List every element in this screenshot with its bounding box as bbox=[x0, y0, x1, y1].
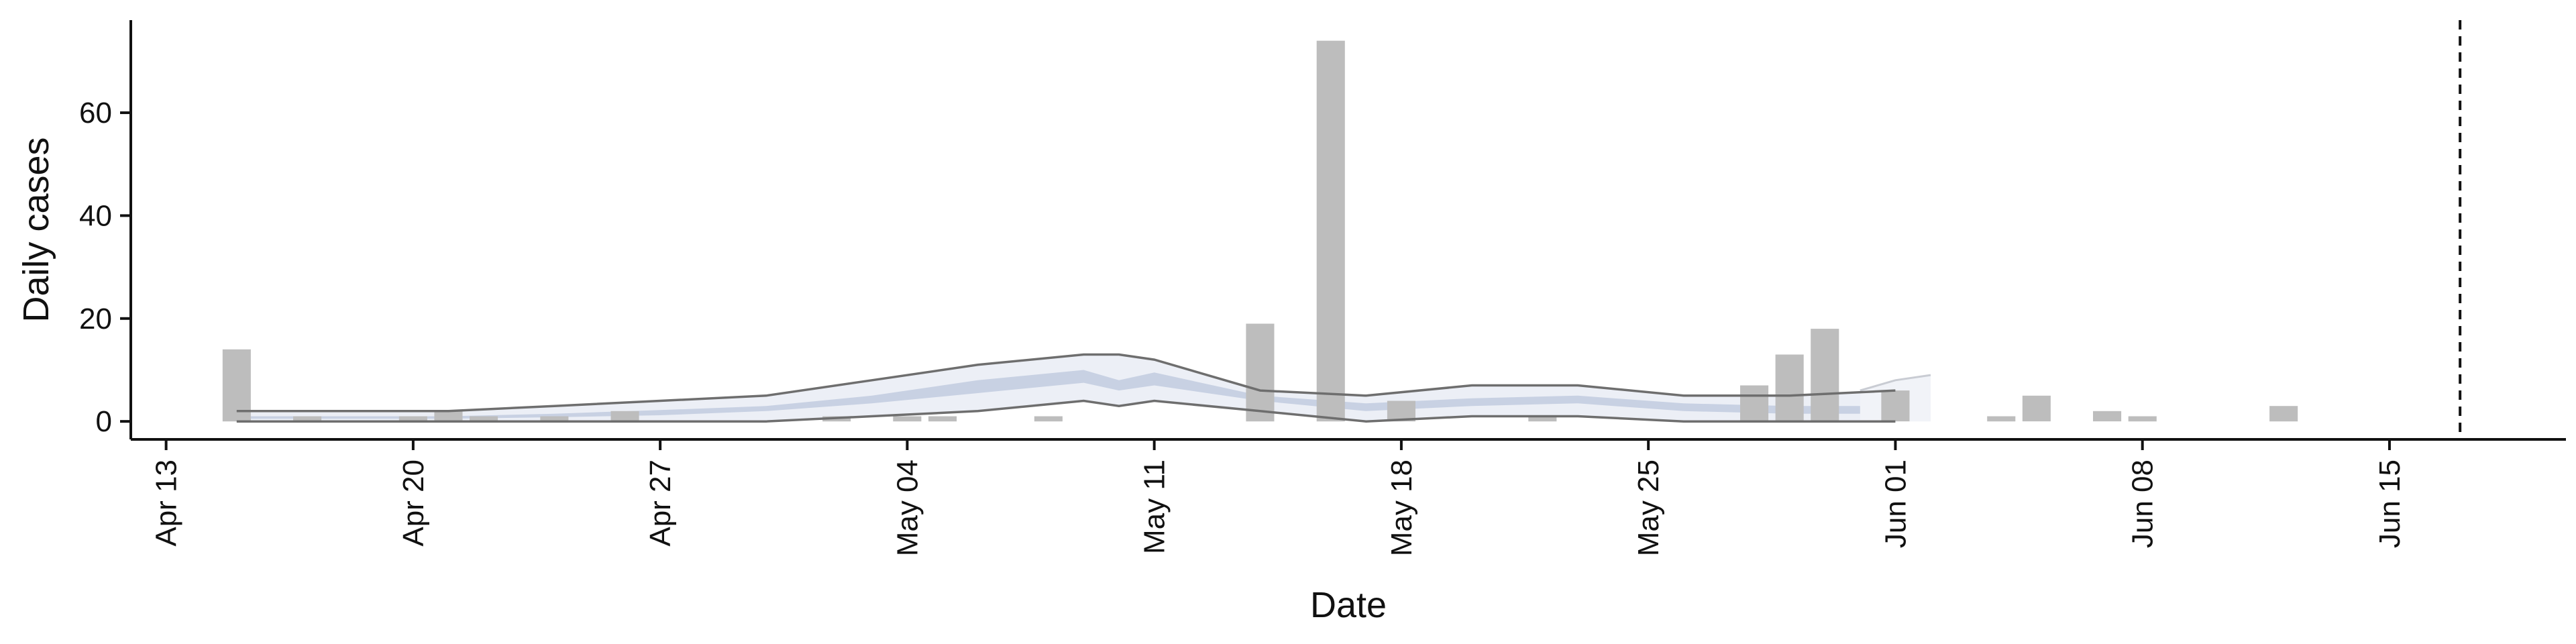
case-bar bbox=[1034, 416, 1063, 422]
x-tick-label: Jun 01 bbox=[1879, 460, 1912, 548]
y-axis-ticks: 0 20 40 60 bbox=[79, 97, 131, 438]
y-axis-title: Daily cases bbox=[16, 137, 56, 322]
case-bar bbox=[2128, 416, 2157, 422]
case-bar bbox=[1740, 385, 1769, 422]
y-tick-label: 40 bbox=[79, 199, 112, 232]
x-tick-label: May 18 bbox=[1385, 460, 1418, 556]
case-bar bbox=[1528, 416, 1557, 422]
x-tick-label: Jun 15 bbox=[2373, 460, 2406, 548]
x-axis-title: Date bbox=[1310, 585, 1387, 625]
estimate-lower-line bbox=[236, 399, 1896, 423]
case-bar bbox=[1246, 323, 1275, 422]
case-bar bbox=[1316, 40, 1345, 422]
case-bar bbox=[1387, 400, 1415, 422]
estimate-upper-line bbox=[236, 353, 1896, 413]
y-tick-label: 20 bbox=[79, 303, 112, 335]
plot-area bbox=[222, 20, 2462, 439]
case-bar bbox=[1987, 416, 2016, 422]
case-bar bbox=[1811, 329, 1839, 422]
case-bar bbox=[2269, 406, 2298, 422]
case-bar bbox=[222, 349, 251, 422]
case-bar bbox=[1775, 354, 1804, 422]
case-bar bbox=[610, 411, 639, 422]
y-tick-label: 0 bbox=[96, 405, 112, 438]
case-bar bbox=[2093, 411, 2122, 422]
axes bbox=[129, 20, 2566, 441]
x-tick-label: May 25 bbox=[1632, 460, 1665, 556]
case-bar bbox=[398, 416, 427, 422]
x-axis-ticks: Apr 13 Apr 20 Apr 27 May 04 May 11 May 18 May … bbox=[150, 439, 2406, 556]
case-bar bbox=[1881, 390, 1910, 422]
case-bar bbox=[2022, 395, 2051, 422]
case-bar bbox=[928, 416, 957, 422]
case-bar bbox=[893, 416, 922, 422]
estimate-outer-band bbox=[236, 354, 1896, 422]
case-bar bbox=[293, 416, 322, 422]
x-tick-label: Apr 27 bbox=[644, 460, 677, 547]
case-bar bbox=[434, 411, 463, 422]
forecast-upper-line bbox=[1860, 374, 1931, 392]
x-tick-label: Jun 08 bbox=[2127, 460, 2159, 548]
x-tick-label: Apr 20 bbox=[397, 460, 430, 547]
case-bar bbox=[470, 416, 498, 422]
x-tick-label: May 11 bbox=[1138, 460, 1171, 554]
x-tick-label: Apr 13 bbox=[150, 460, 183, 547]
estimate-inner-band bbox=[236, 370, 1896, 419]
case-bar bbox=[540, 416, 569, 422]
x-tick-label: May 04 bbox=[891, 460, 924, 556]
y-tick-label: 60 bbox=[79, 97, 112, 129]
